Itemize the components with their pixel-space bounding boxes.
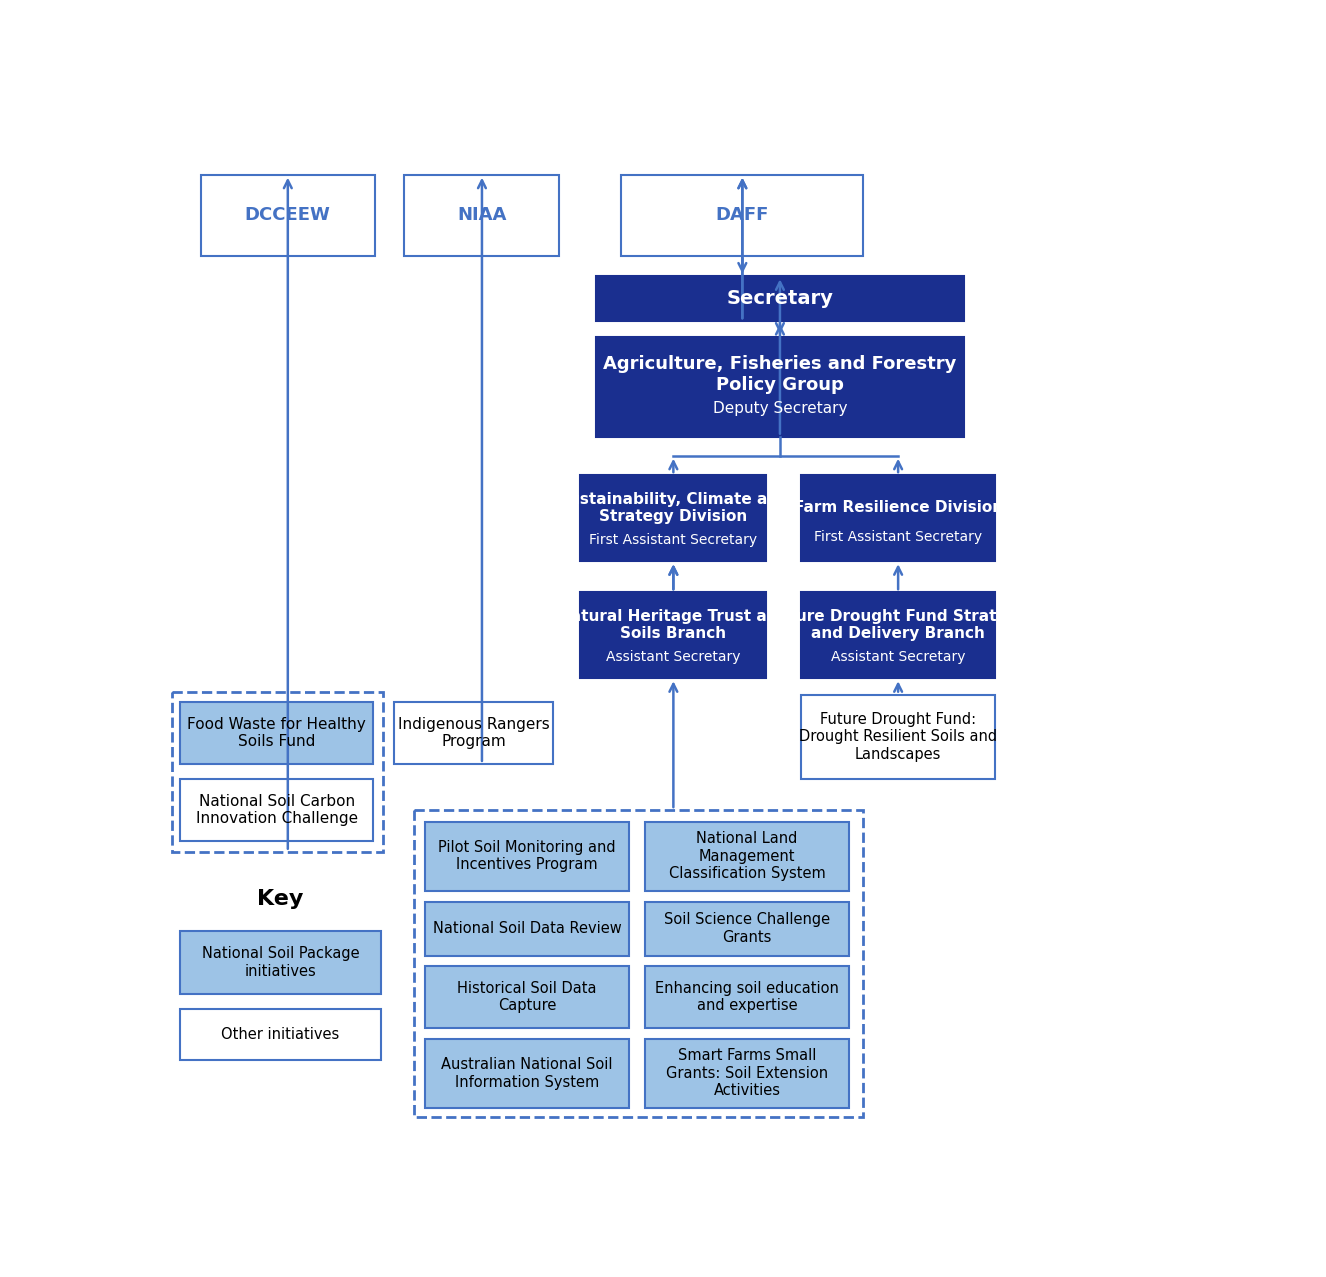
- FancyBboxPatch shape: [180, 779, 374, 840]
- FancyBboxPatch shape: [801, 695, 994, 779]
- Text: First Assistant Secretary: First Assistant Secretary: [589, 533, 757, 547]
- Text: Assistant Secretary: Assistant Secretary: [831, 650, 965, 664]
- FancyBboxPatch shape: [801, 475, 994, 562]
- Text: Future Drought Fund Strategy
and Delivery Branch: Future Drought Fund Strategy and Deliver…: [768, 609, 1028, 641]
- Text: Secretary: Secretary: [727, 290, 833, 308]
- Text: Pilot Soil Monitoring and
Incentives Program: Pilot Soil Monitoring and Incentives Pro…: [438, 840, 615, 872]
- FancyBboxPatch shape: [595, 276, 964, 321]
- Text: DCCEEW: DCCEEW: [245, 206, 330, 225]
- FancyBboxPatch shape: [180, 702, 374, 764]
- Text: Agriculture, Fisheries and Forestry
Policy Group: Agriculture, Fisheries and Forestry Poli…: [603, 355, 956, 393]
- FancyBboxPatch shape: [424, 821, 630, 891]
- Text: First Assistant Secretary: First Assistant Secretary: [814, 530, 983, 544]
- FancyBboxPatch shape: [595, 337, 964, 437]
- Text: Natural Heritage Trust and
Soils Branch: Natural Heritage Trust and Soils Branch: [558, 609, 789, 641]
- Text: Smart Farms Small
Grants: Soil Extension
Activities: Smart Farms Small Grants: Soil Extension…: [666, 1048, 827, 1098]
- Text: National Soil Data Review: National Soil Data Review: [432, 921, 622, 936]
- Text: National Land
Management
Classification System: National Land Management Classification …: [668, 831, 825, 881]
- Text: Soil Science Challenge
Grants: Soil Science Challenge Grants: [664, 913, 830, 945]
- FancyBboxPatch shape: [644, 821, 849, 891]
- Text: Assistant Secretary: Assistant Secretary: [606, 650, 741, 664]
- Text: National Soil Carbon
Innovation Challenge: National Soil Carbon Innovation Challeng…: [195, 794, 358, 826]
- Text: Other initiatives: Other initiatives: [221, 1028, 339, 1042]
- Text: DAFF: DAFF: [716, 206, 769, 225]
- Text: Future Drought Fund:
Drought Resilient Soils and
Landscapes: Future Drought Fund: Drought Resilient S…: [800, 713, 997, 762]
- FancyBboxPatch shape: [581, 593, 766, 678]
- Text: Key: Key: [257, 889, 304, 909]
- Text: Enhancing soil education
and expertise: Enhancing soil education and expertise: [655, 981, 839, 1014]
- FancyBboxPatch shape: [394, 702, 553, 764]
- FancyBboxPatch shape: [424, 967, 630, 1028]
- Text: Indigenous Rangers
Program: Indigenous Rangers Program: [398, 716, 550, 750]
- FancyBboxPatch shape: [644, 967, 849, 1028]
- FancyBboxPatch shape: [644, 902, 849, 955]
- FancyBboxPatch shape: [424, 902, 630, 955]
- Text: National Soil Package
initiatives: National Soil Package initiatives: [202, 946, 359, 978]
- FancyBboxPatch shape: [200, 175, 375, 255]
- FancyBboxPatch shape: [424, 1038, 630, 1108]
- Text: Deputy Secretary: Deputy Secretary: [712, 401, 847, 416]
- FancyBboxPatch shape: [801, 593, 994, 678]
- Text: Australian National Soil
Information System: Australian National Soil Information Sys…: [442, 1057, 613, 1089]
- FancyBboxPatch shape: [622, 175, 863, 255]
- Text: Sustainability, Climate and
Strategy Division: Sustainability, Climate and Strategy Div…: [558, 492, 789, 524]
- Text: Historical Soil Data
Capture: Historical Soil Data Capture: [457, 981, 597, 1014]
- FancyBboxPatch shape: [644, 1038, 849, 1108]
- FancyBboxPatch shape: [180, 931, 381, 994]
- Text: Food Waste for Healthy
Soils Fund: Food Waste for Healthy Soils Fund: [187, 716, 366, 750]
- FancyBboxPatch shape: [404, 175, 560, 255]
- Text: Farm Resilience Division: Farm Resilience Division: [793, 501, 1002, 516]
- Text: NIAA: NIAA: [457, 206, 507, 225]
- FancyBboxPatch shape: [180, 1010, 381, 1060]
- FancyBboxPatch shape: [581, 475, 766, 562]
